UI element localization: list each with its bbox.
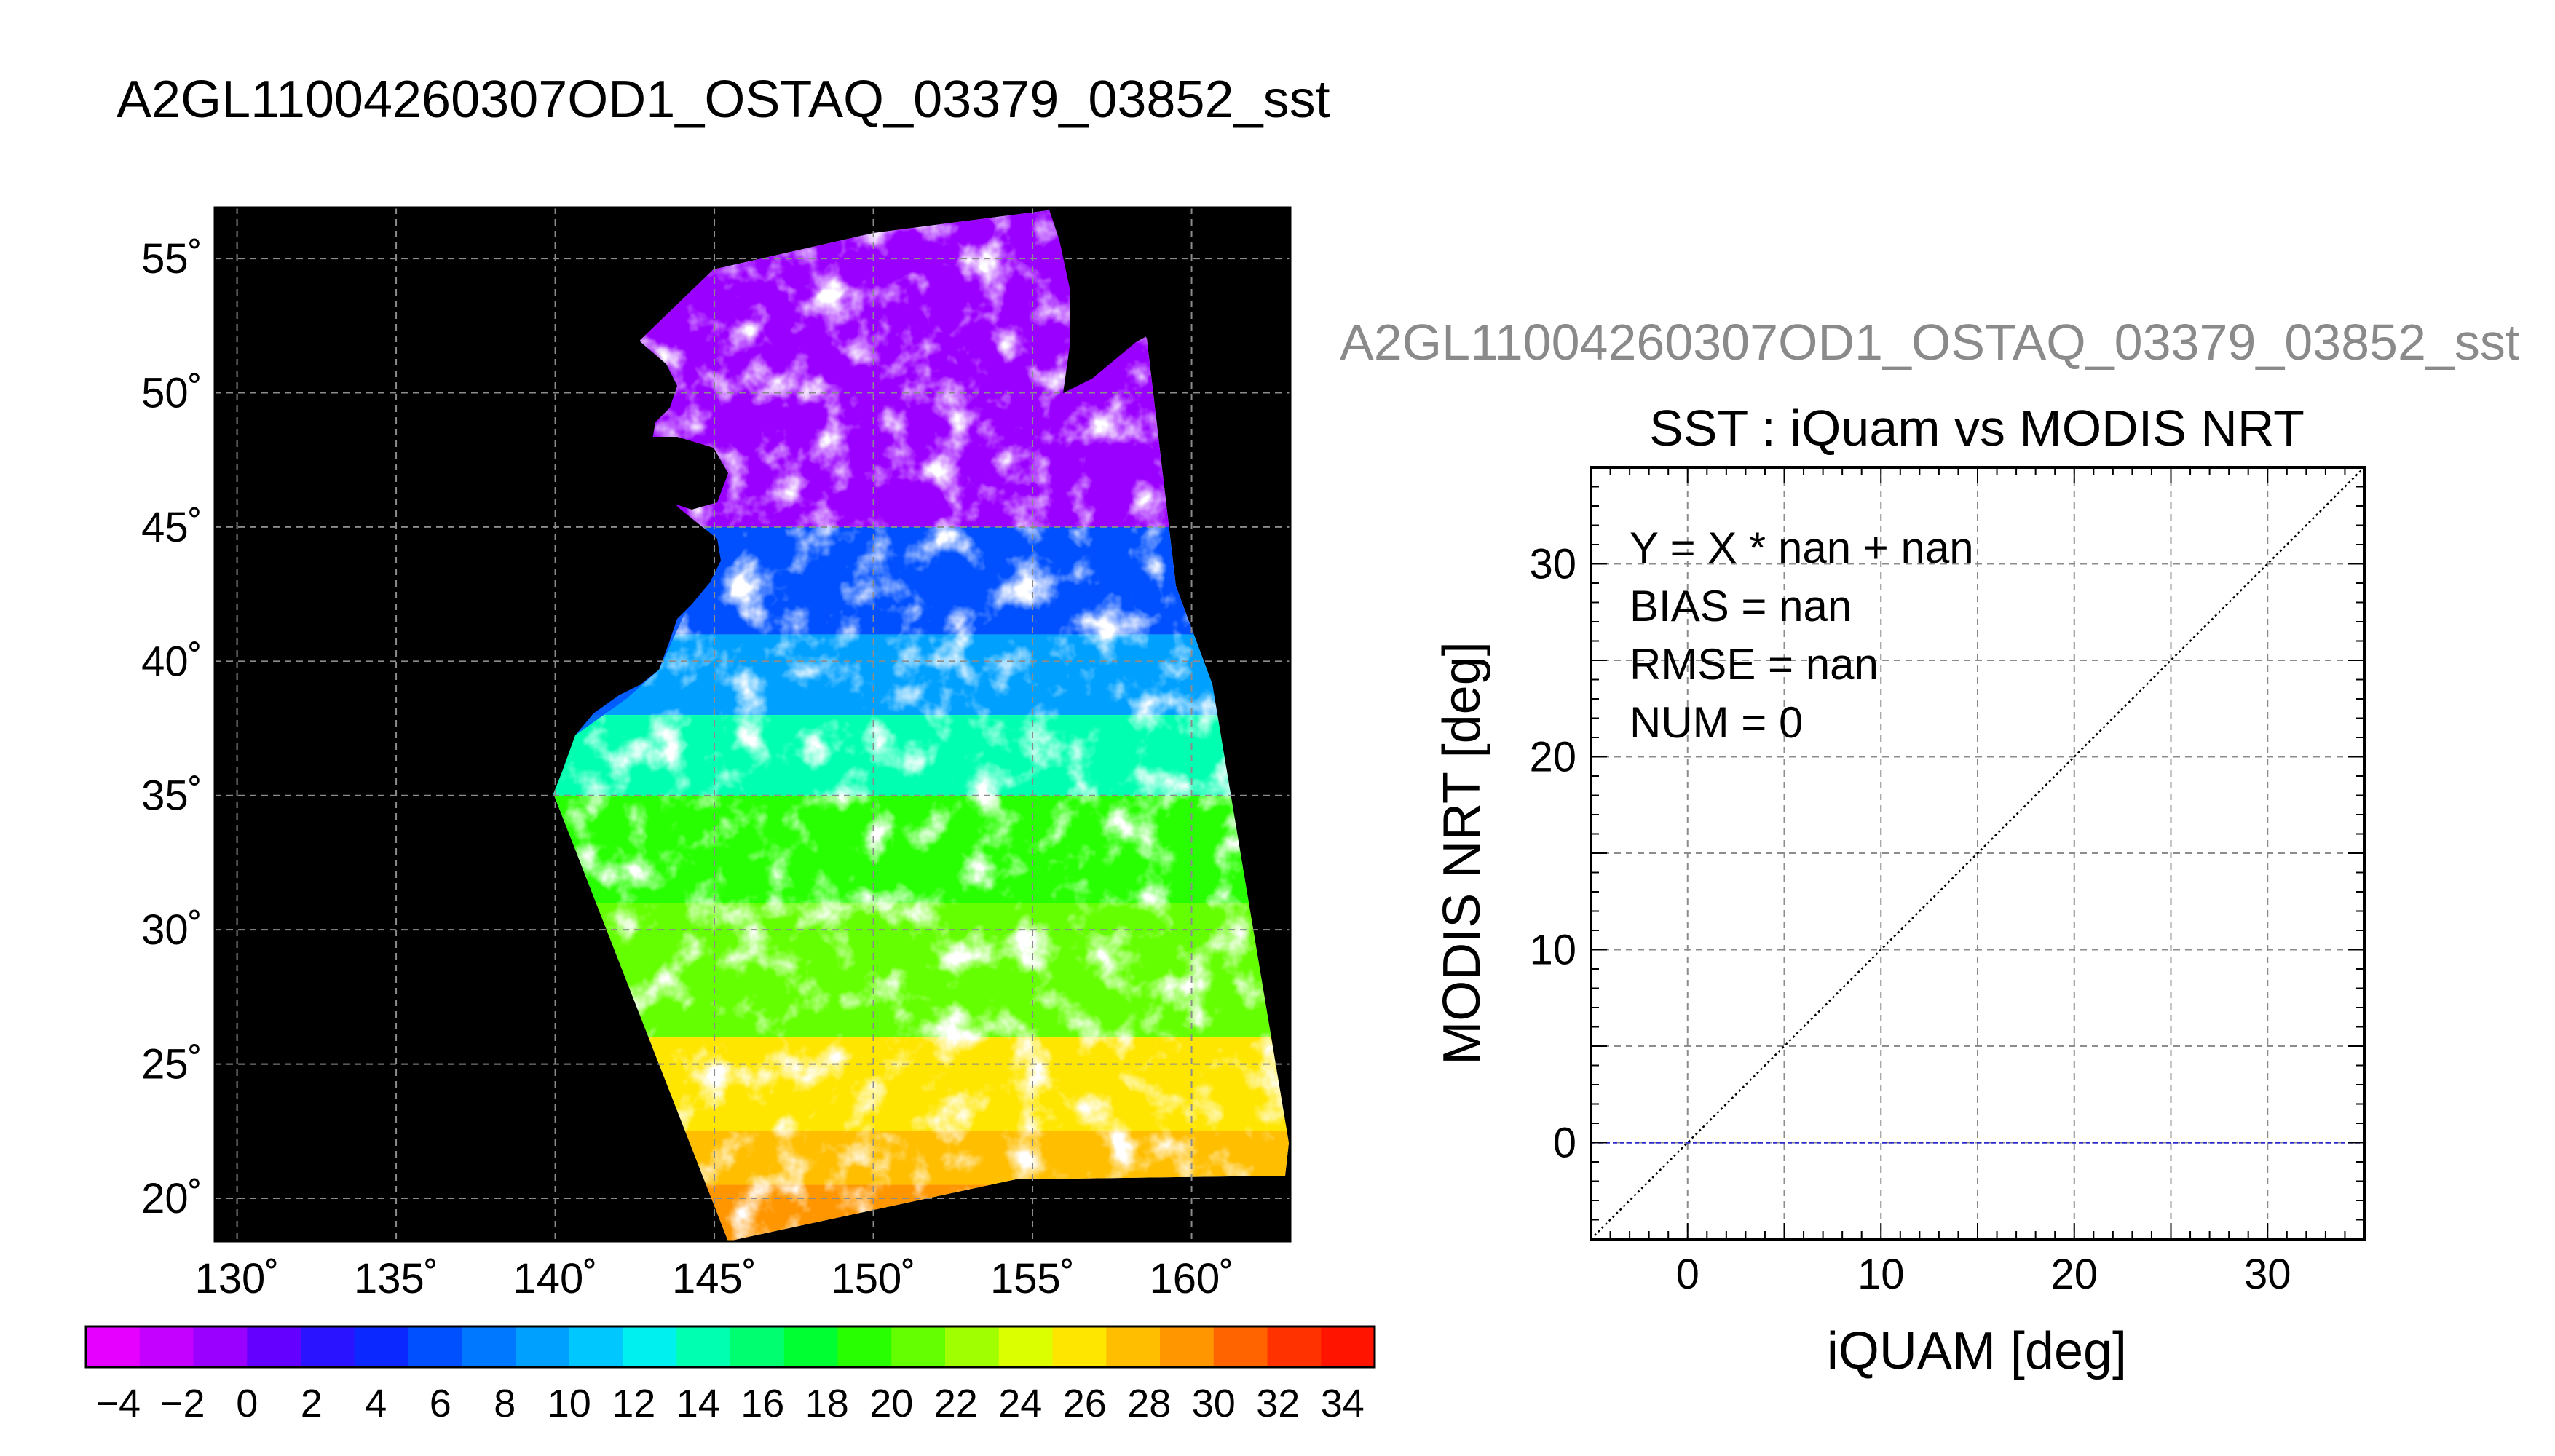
land-masses bbox=[215, 207, 1290, 794]
colorbar-cell bbox=[891, 1326, 946, 1367]
colorbar-cell bbox=[676, 1326, 731, 1367]
colorbar-tick-label: 16 bbox=[741, 1382, 784, 1425]
scatter-panel: SST : iQuam vs MODIS NRT 0 10 20 30 0 10 20 30… bbox=[1433, 400, 2366, 1380]
one-to-one-line bbox=[1590, 467, 2365, 1240]
scatter-y-tick-label: 20 bbox=[1529, 734, 1576, 781]
colorbar-cell bbox=[139, 1326, 194, 1367]
map-y-tick-label: 40˚ bbox=[141, 638, 202, 685]
sst-map: 130˚ 135˚ 140˚ 145˚ 150˚ 155˚ 160˚ 55˚ 50˚ 45˚ 40… bbox=[141, 206, 1292, 1302]
map-y-tick-label: 25˚ bbox=[141, 1041, 202, 1088]
colorbar-tick-label: 0 bbox=[236, 1382, 258, 1425]
colorbar-tick-label: 14 bbox=[676, 1382, 720, 1425]
scatter-title: SST : iQuam vs MODIS NRT bbox=[1649, 400, 2305, 456]
map-frame bbox=[213, 206, 1292, 1243]
colorbar-tick-label: 26 bbox=[1063, 1382, 1107, 1425]
map-y-tick-label: 50˚ bbox=[141, 369, 202, 416]
map-y-tick-label: 55˚ bbox=[141, 235, 202, 282]
colorbar-tick-label: −4 bbox=[95, 1382, 141, 1425]
colorbar-tick-label: 24 bbox=[998, 1382, 1042, 1425]
colorbar-cell bbox=[1321, 1326, 1375, 1367]
colorbar-cell bbox=[301, 1326, 355, 1367]
scatter-y-tick-label: 30 bbox=[1529, 541, 1576, 588]
land-hokkaido bbox=[619, 437, 728, 510]
scatter-minor-ticks bbox=[1590, 467, 2365, 1240]
scatter-x-ticks: 0 10 20 30 bbox=[1676, 1251, 2291, 1298]
colorbar-cell bbox=[945, 1326, 1000, 1367]
colorbar-cell bbox=[247, 1326, 301, 1367]
page-title: A2GL11004260307OD1_OSTAQ_03379_03852_sst bbox=[117, 71, 1330, 129]
scatter-file-title: A2GL11004260307OD1_OSTAQ_03379_03852_sst bbox=[1340, 314, 2520, 371]
colorbar-tick-label: 4 bbox=[365, 1382, 387, 1425]
colorbar: −4 −2 0 2 4 6 8 10 12 14 16 18 20 22 24 26 28 30 32 34 bbox=[84, 1325, 1376, 1425]
colorbar-cells bbox=[86, 1326, 1375, 1367]
colorbar-cell bbox=[516, 1326, 570, 1367]
map-y-tick-label: 30˚ bbox=[141, 906, 202, 954]
map-x-tick-label: 160˚ bbox=[1149, 1255, 1233, 1302]
map-x-tick-label: 130˚ bbox=[195, 1255, 280, 1302]
colorbar-tick-label: 12 bbox=[612, 1382, 655, 1425]
colorbar-tick-label: −2 bbox=[160, 1382, 205, 1425]
scatter-y-tick-label: 0 bbox=[1553, 1120, 1576, 1167]
colorbar-tick-label: 10 bbox=[548, 1382, 591, 1425]
colorbar-cell bbox=[569, 1326, 623, 1367]
colorbar-cell bbox=[998, 1326, 1053, 1367]
colorbar-tick-label: 2 bbox=[301, 1382, 323, 1425]
map-x-tick-label: 140˚ bbox=[513, 1255, 598, 1302]
scatter-reference-lines bbox=[1590, 467, 2365, 1240]
scatter-x-axis-label: iQUAM [deg] bbox=[1827, 1322, 2127, 1380]
map-longitude-ticks: 130˚ 135˚ 140˚ 145˚ 150˚ 155˚ 160˚ bbox=[195, 1255, 1234, 1302]
colorbar-tick-label: 18 bbox=[805, 1382, 849, 1425]
map-gridlines bbox=[215, 207, 1290, 1241]
colorbar-cell bbox=[837, 1326, 892, 1367]
map-x-tick-label: 150˚ bbox=[832, 1255, 916, 1302]
scatter-x-tick-label: 30 bbox=[2244, 1251, 2291, 1298]
map-y-tick-label: 45˚ bbox=[141, 504, 202, 551]
scatter-x-tick-label: 0 bbox=[1676, 1251, 1699, 1298]
colorbar-cell bbox=[1052, 1326, 1107, 1367]
map-y-tick-label: 20˚ bbox=[141, 1175, 202, 1222]
colorbar-cell bbox=[1267, 1326, 1322, 1367]
colorbar-cell bbox=[408, 1326, 462, 1367]
scatter-y-axis-label: MODIS NRT [deg] bbox=[1433, 641, 1491, 1065]
map-latitude-ticks: 55˚ 50˚ 45˚ 40˚ 35˚ 30˚ 25˚ 20˚ bbox=[141, 235, 202, 1222]
scatter-stat-line: RMSE = nan bbox=[1630, 640, 1879, 689]
scatter-x-tick-label: 20 bbox=[2050, 1251, 2098, 1298]
scatter-stat-line: BIAS = nan bbox=[1630, 582, 1852, 630]
scatter-y-ticks: 0 10 20 30 bbox=[1529, 541, 1576, 1167]
colorbar-tick-label: 34 bbox=[1321, 1382, 1365, 1425]
scatter-stats: Y = X * nan + nan BIAS = nan RMSE = nan NUM… bbox=[1630, 523, 1974, 747]
map-x-tick-label: 135˚ bbox=[354, 1255, 438, 1302]
colorbar-labels: −4 −2 0 2 4 6 8 10 12 14 16 18 20 22 24 26 28 30 32 34 bbox=[95, 1382, 1364, 1425]
colorbar-cell bbox=[1106, 1326, 1161, 1367]
colorbar-tick-label: 28 bbox=[1127, 1382, 1171, 1425]
map-x-tick-label: 145˚ bbox=[672, 1255, 757, 1302]
colorbar-tick-label: 6 bbox=[430, 1382, 451, 1425]
colorbar-cell bbox=[783, 1326, 838, 1367]
colorbar-cell bbox=[1160, 1326, 1215, 1367]
scatter-y-tick-label: 10 bbox=[1529, 927, 1576, 974]
colorbar-tick-label: 32 bbox=[1256, 1382, 1300, 1425]
colorbar-cell bbox=[86, 1326, 141, 1367]
colorbar-cell bbox=[730, 1326, 785, 1367]
land-japan bbox=[215, 207, 721, 794]
colorbar-cell bbox=[623, 1326, 677, 1367]
colorbar-cell bbox=[462, 1326, 516, 1367]
map-x-tick-label: 155˚ bbox=[990, 1255, 1075, 1302]
land-kamchatka bbox=[1049, 207, 1290, 393]
scatter-stat-line: NUM = 0 bbox=[1630, 698, 1803, 747]
scatter-x-tick-label: 10 bbox=[1857, 1251, 1905, 1298]
colorbar-cell bbox=[193, 1326, 248, 1367]
map-y-tick-label: 35˚ bbox=[141, 772, 202, 820]
colorbar-tick-label: 20 bbox=[869, 1382, 913, 1425]
colorbar-cell bbox=[1213, 1326, 1268, 1367]
scatter-stat-line: Y = X * nan + nan bbox=[1630, 523, 1974, 572]
colorbar-frame bbox=[84, 1325, 1376, 1369]
colorbar-cell bbox=[354, 1326, 408, 1367]
colorbar-tick-label: 8 bbox=[494, 1382, 516, 1425]
colorbar-tick-label: 30 bbox=[1192, 1382, 1236, 1425]
colorbar-tick-label: 22 bbox=[934, 1382, 978, 1425]
